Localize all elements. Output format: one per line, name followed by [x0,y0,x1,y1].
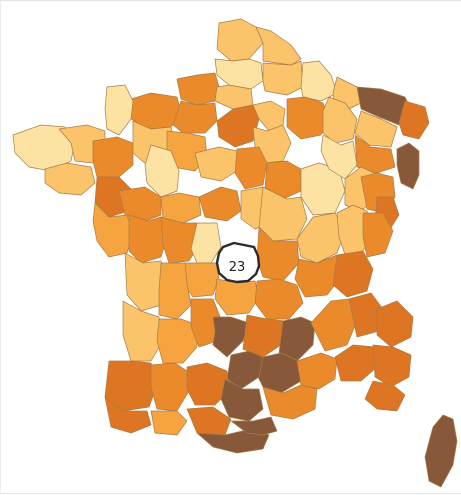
department-37[interactable] [300,162,346,216]
department-76[interactable] [372,344,412,388]
department-63[interactable] [278,316,316,362]
department-73[interactable] [262,384,318,420]
department-55[interactable] [254,278,304,320]
selected-department-code: 23 [229,260,246,275]
department-79[interactable] [150,410,188,436]
department-52[interactable] [332,250,374,298]
department-61[interactable] [212,316,250,358]
department-38[interactable] [320,134,358,180]
department-19[interactable] [398,100,430,140]
department-11[interactable] [172,100,218,134]
department-42[interactable] [92,202,134,258]
department-77[interactable] [364,380,406,412]
department-62[interactable] [242,314,286,358]
department-68[interactable] [376,300,414,348]
department-5[interactable] [300,60,338,102]
department-8[interactable] [214,84,254,110]
department-80[interactable] [186,406,232,436]
department-28[interactable] [144,144,180,198]
department-20[interactable] [396,142,420,190]
department-72[interactable] [220,378,264,422]
department-3[interactable] [214,58,264,90]
department-25[interactable] [92,136,134,178]
department-49[interactable] [362,212,394,258]
department-81[interactable] [196,428,270,454]
department-24[interactable] [44,162,96,196]
department-12[interactable] [216,104,260,148]
department-29[interactable] [194,146,238,182]
selected-department-marker[interactable]: 23 [215,241,261,284]
department-75[interactable] [334,344,378,382]
department-58[interactable] [122,300,164,362]
selected-department-outline[interactable] [215,241,261,284]
department-78[interactable] [104,396,152,434]
department-7[interactable] [176,72,220,106]
department-70[interactable] [150,362,190,412]
department-10[interactable] [104,84,134,136]
department-1[interactable] [216,18,264,62]
department-66[interactable] [310,298,358,352]
department-82[interactable] [230,416,278,436]
department-45[interactable] [190,222,222,264]
department-21[interactable] [354,134,396,174]
department-57[interactable] [158,262,192,320]
department-35[interactable] [198,186,242,222]
department-4[interactable] [262,60,304,96]
departments-layer [12,18,458,488]
department-59[interactable] [156,318,198,364]
department-22[interactable] [12,124,76,172]
department-30[interactable] [234,146,268,190]
department-74[interactable] [296,352,338,390]
department-54[interactable] [214,278,260,316]
department-16[interactable] [322,96,358,144]
department-83[interactable] [424,414,458,488]
department-18[interactable] [354,110,398,148]
department-2[interactable] [255,26,302,66]
